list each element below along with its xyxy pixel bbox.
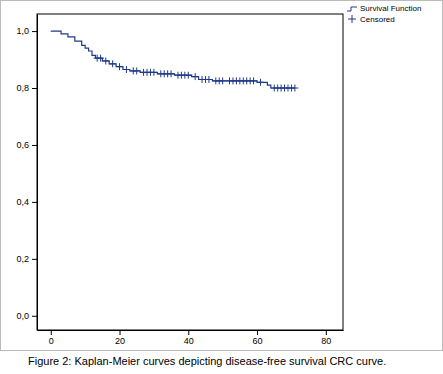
censor-mark — [192, 73, 199, 80]
tick: 0,8 — [16, 83, 37, 93]
legend-symbol — [348, 15, 356, 23]
tick-label: 20 — [115, 336, 125, 346]
censor-mark — [291, 85, 298, 92]
tick-mark — [51, 330, 52, 335]
tick: 20 — [115, 330, 125, 346]
censor-mark — [257, 79, 264, 86]
tick: 0,2 — [16, 254, 37, 264]
tick-mark — [32, 316, 37, 317]
censor-mark — [150, 69, 157, 76]
censor-mark — [116, 63, 123, 70]
tick-mark — [32, 259, 37, 260]
tick-mark — [32, 88, 37, 89]
axis-line — [38, 330, 344, 331]
tick-label: 40 — [184, 336, 194, 346]
censor-mark — [185, 72, 192, 79]
censor-mark — [102, 57, 109, 64]
tick: 0 — [49, 330, 54, 346]
tick-label: 0 — [49, 336, 54, 346]
censor-mark — [219, 77, 226, 84]
tick-label: 80 — [321, 336, 331, 346]
censor-mark — [123, 66, 130, 73]
tick-mark — [326, 330, 327, 335]
outer-frame — [1, 1, 443, 351]
data-area — [51, 31, 299, 91]
x-axis: 0 20 40 60 80 — [38, 330, 344, 346]
tick: 60 — [253, 330, 263, 346]
plot-frame — [37, 14, 343, 330]
legend-symbol — [347, 7, 357, 11]
tick: 0,4 — [16, 197, 37, 207]
censor-mark — [168, 70, 175, 77]
tick-mark — [120, 330, 121, 335]
axis-line — [37, 15, 38, 331]
tick-label: 0,4 — [16, 197, 29, 207]
tick-mark — [32, 202, 37, 203]
legend-label: Censored — [360, 15, 395, 24]
tick-label: 60 — [253, 336, 263, 346]
tick: 1,0 — [16, 26, 37, 36]
tick-label: 0,8 — [16, 83, 29, 93]
censor-mark — [109, 60, 116, 67]
legend-item: Survival Function — [347, 4, 421, 13]
survival-line — [51, 31, 295, 88]
y-axis: 0,0 0,2 0,4 0,6 0,8 1,0 — [16, 15, 37, 331]
tick-mark — [188, 330, 189, 335]
tick-label: 0,0 — [16, 311, 29, 321]
tick-label: 1,0 — [16, 26, 29, 36]
tick-mark — [257, 330, 258, 335]
censor-mark — [133, 67, 140, 74]
censor-mark — [205, 76, 212, 83]
chart: 0 20 40 60 80 0,0 0,2 0,4 0,6 0,8 1,0 Survival Func… — [0, 0, 443, 374]
censor-mark — [250, 77, 257, 84]
tick: 80 — [321, 330, 331, 346]
legend-label: Survival Function — [360, 4, 421, 13]
tick-label: 0,6 — [16, 140, 29, 150]
tick: 0,0 — [16, 311, 37, 321]
tick-label: 0,2 — [16, 254, 29, 264]
caption: Figure 2: Kaplan-Meier curves depicting … — [28, 355, 386, 367]
tick: 0,6 — [16, 140, 37, 150]
tick: 40 — [184, 330, 194, 346]
tick-mark — [32, 145, 37, 146]
plot: 0 20 40 60 80 0,0 0,2 0,4 0,6 0,8 1,0 — [16, 14, 343, 346]
tick-mark — [32, 31, 37, 32]
legend-item: Censored — [348, 15, 395, 24]
legend: Survival Function Censored — [347, 4, 421, 24]
